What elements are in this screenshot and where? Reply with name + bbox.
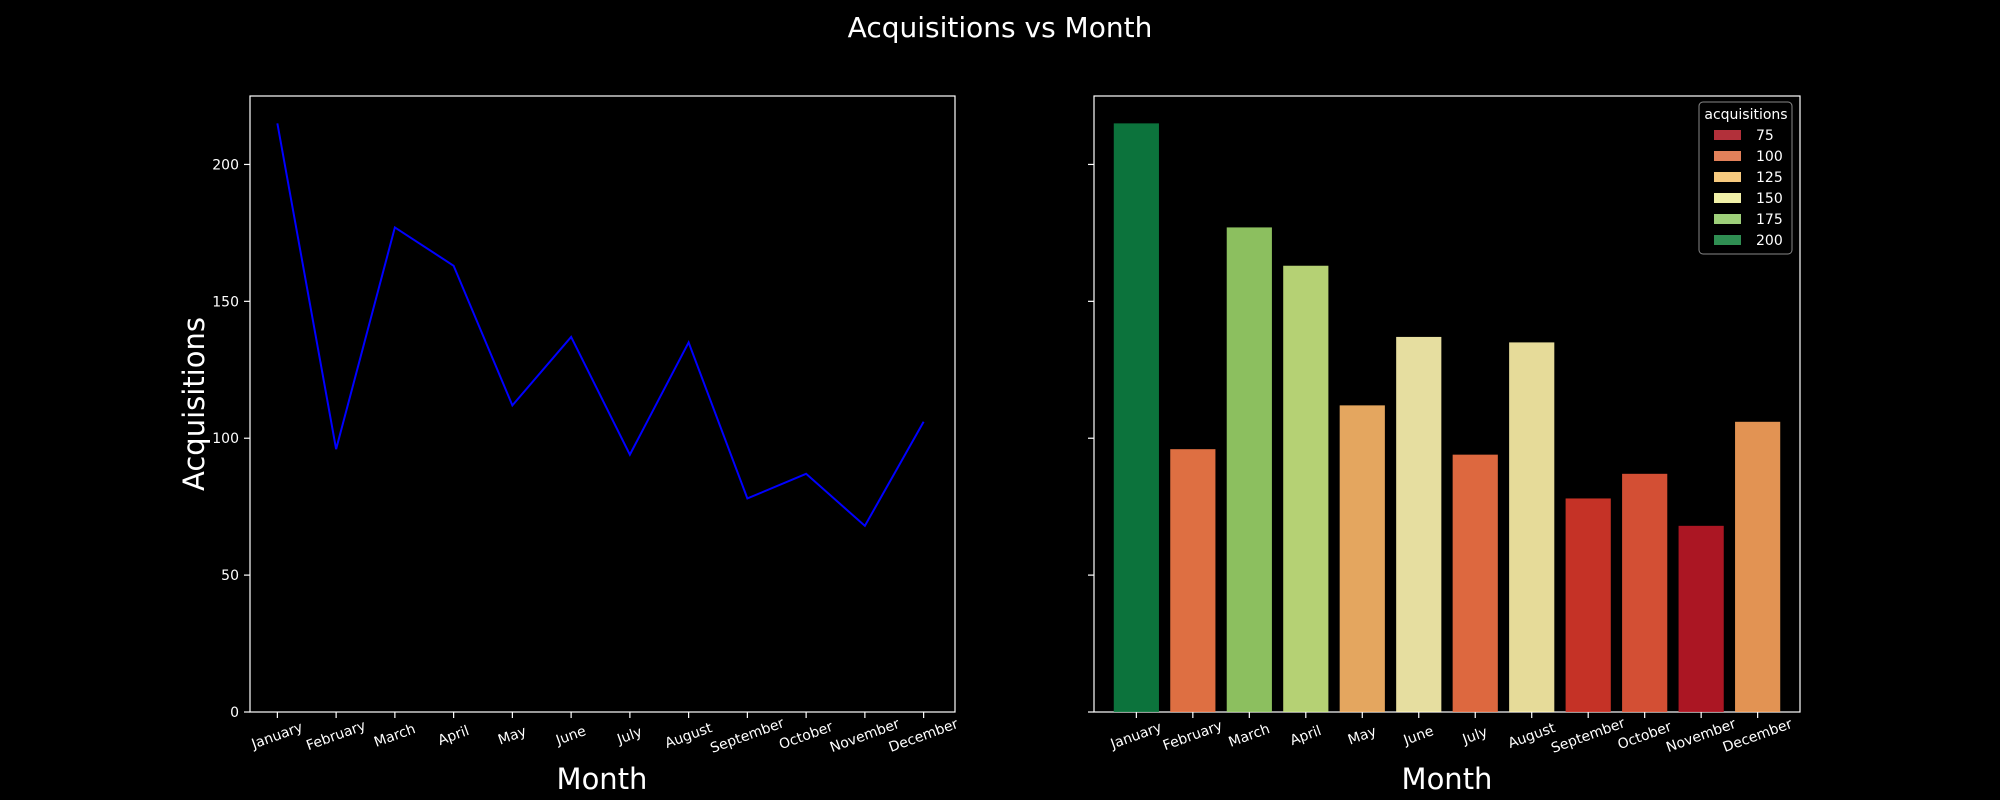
line-y-tick-label: 200 [212,157,239,173]
line-y-axis: 0 50 100 150 200 [212,157,250,721]
legend-entries: 75 100 125 150 175 200 [1714,128,1783,249]
bar-x-tick-label-july: July [1460,724,1490,748]
bar-x-tick-label-june: June [1401,723,1436,749]
bar-october [1622,473,1668,712]
bar-x-tick-label-september: September [1549,715,1627,757]
bar-x-tick-label-march: March [1227,721,1273,751]
line-chart-panel: 0 50 100 150 200 January February March April Ma… [177,95,961,796]
line-y-tick-label: 100 [212,431,239,447]
bar-march [1226,227,1272,712]
line-y-axis-label: Acquisitions [177,317,211,491]
legend-swatch-175 [1714,214,1741,224]
bar-june [1396,336,1442,712]
bar-january [1113,123,1159,712]
bar-december [1735,421,1781,712]
line-x-tick-label-october: October [777,719,835,753]
bar-february [1170,449,1216,712]
bar-november [1678,525,1724,712]
line-x-axis-label: Month [557,762,648,796]
line-x-tick-label-may: May [496,724,529,749]
legend-swatch-200 [1714,235,1741,245]
legend-label-175: 175 [1756,212,1783,228]
bar-x-axis-label: Month [1402,762,1493,796]
line-x-tick-label-july: July [614,724,644,748]
line-x-tick-label-january: January [249,719,305,753]
bar-y-axis [1088,163,1094,713]
legend-swatch-100 [1714,151,1741,161]
line-x-tick-label-february: February [304,718,368,754]
line-y-tick-label: 150 [212,294,239,310]
bar-september [1565,498,1611,712]
bar-july [1452,454,1498,712]
line-series-path [276,123,925,528]
bar-x-tick-label-january: January [1108,719,1164,753]
bar-may [1339,405,1385,712]
legend-label-125: 125 [1756,170,1783,186]
bar-series [1113,123,1781,712]
legend: acquisitions 75 100 125 150 175 200 [1698,101,1793,255]
line-y-tick-label: 50 [221,568,239,584]
bar-april [1283,265,1329,712]
line-x-tick-label-september: September [708,715,786,757]
bar-august [1509,342,1555,712]
legend-label-75: 75 [1756,128,1774,144]
line-x-tick-label-june: June [553,723,588,749]
line-x-tick-label-march: March [372,721,418,751]
legend-swatch-75 [1714,130,1741,140]
legend-label-200: 200 [1756,233,1783,249]
line-y-tick-label: 0 [230,705,239,721]
line-x-tick-label-april: April [436,723,472,749]
legend-label-150: 150 [1756,191,1783,207]
line-series [276,123,925,528]
bar-x-tick-label-february: February [1161,718,1225,754]
bar-x-tick-label-may: May [1346,724,1379,749]
line-x-tick-label-august: August [663,720,715,752]
line-x-axis: January February March April May June July Augu… [249,712,961,757]
legend-swatch-125 [1714,172,1741,182]
line-chart-frame [249,95,956,713]
legend-label-100: 100 [1756,149,1783,165]
legend-swatch-150 [1714,193,1741,203]
figure-title: Acquisitions vs Month [848,11,1153,44]
bar-chart-frame [1093,95,1801,713]
bar-x-tick-label-april: April [1288,723,1324,749]
legend-title: acquisitions [1704,107,1787,123]
